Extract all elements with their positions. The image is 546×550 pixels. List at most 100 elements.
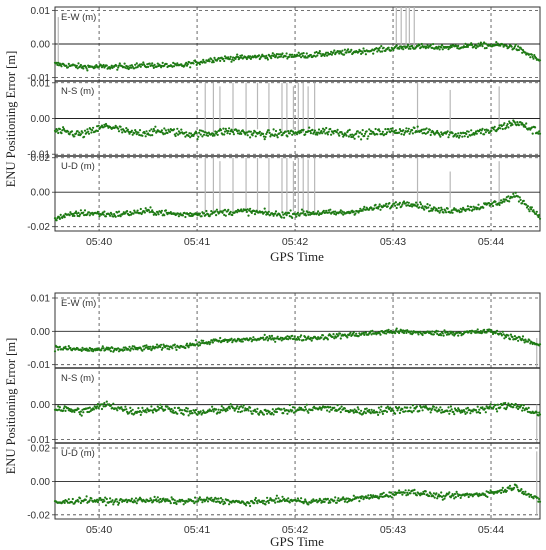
data-point [307,503,310,506]
data-point [329,127,332,131]
data-point [404,489,407,492]
data-point [292,337,295,340]
data-point [492,128,495,131]
data-point [404,410,407,413]
data-point [330,53,333,56]
data-point [202,58,205,62]
data-point [357,135,360,138]
data-point [151,64,155,67]
data-point [156,496,159,499]
data-point [377,207,380,210]
data-point [177,215,180,218]
data-point [423,208,426,211]
data-point [204,131,207,134]
data-point [431,407,434,410]
data-point [398,489,401,492]
data-point [236,211,239,214]
data-point [102,213,105,216]
data-point [109,497,112,500]
data-point [389,131,392,134]
data-point [229,210,232,213]
data-point [269,336,272,339]
data-point [440,206,443,209]
data-point [379,208,382,211]
data-point [223,55,227,58]
data-point [395,327,398,330]
data-point [425,127,428,130]
data-point [524,490,527,493]
data-point [187,346,190,349]
data-point [226,340,229,344]
data-point [481,331,484,334]
data-point [401,493,404,496]
data-point [389,491,393,494]
panel-label: U-D (m) [61,161,95,172]
data-point [398,131,401,134]
data-point [513,338,516,341]
data-point [253,130,257,133]
data-point [300,497,303,500]
data-point [505,489,508,492]
data-point [251,134,254,137]
data-point [135,502,138,505]
data-point [234,57,237,61]
data-point [229,55,232,59]
data-point [512,406,515,409]
data-point [216,133,219,136]
data-point [526,205,530,208]
data-point [219,129,223,132]
data-point [361,209,364,212]
data-point [313,131,316,134]
data-point [307,213,310,216]
data-point [197,135,200,138]
data-point [395,44,398,47]
data-point [148,347,151,350]
data-point [517,200,521,203]
data-point [360,497,363,500]
data-point [489,403,492,406]
data-point [383,133,386,136]
x-tick-label: 05:41 [184,524,210,536]
data-point [356,130,359,133]
data-point [479,132,482,135]
data-point [179,212,182,215]
data-point [116,500,119,503]
data-point [300,406,303,410]
data-point [538,411,541,414]
data-point [139,413,142,416]
data-point [485,405,488,408]
data-point [206,500,210,503]
data-point [427,130,430,133]
data-point [392,48,395,52]
data-point [253,54,257,57]
data-point [370,408,373,411]
data-point [224,214,227,217]
data-point [131,133,134,136]
data-point [60,65,63,68]
data-point [505,45,508,48]
data-point [400,491,403,494]
data-point [419,494,422,497]
data-point [248,209,251,212]
data-point [92,408,95,411]
data-point [228,127,231,130]
data-point [403,491,406,494]
data-point [262,499,265,502]
data-point [164,408,167,411]
data-point [220,405,223,408]
data-point [246,134,249,137]
data-point [354,212,357,215]
data-point [101,211,104,214]
y-tick-label: -0.02 [27,510,50,521]
data-point [195,63,198,66]
data-point [528,495,531,498]
data-point [60,132,63,135]
data-point [69,346,72,350]
data-point [152,127,155,131]
x-tick-label: 05:41 [184,236,210,248]
data-point [232,59,235,62]
data-point [537,215,540,219]
data-point [398,128,401,131]
data-point [321,127,325,130]
data-point [420,42,423,46]
